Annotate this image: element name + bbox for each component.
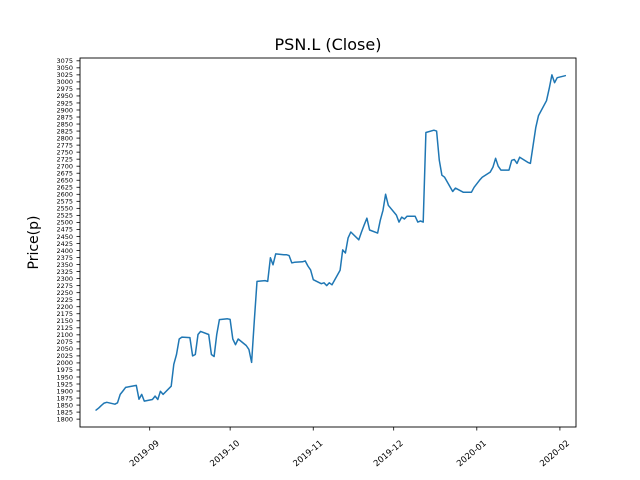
y-tick-label: 2950 bbox=[56, 92, 73, 100]
y-tick-label: 3000 bbox=[56, 78, 73, 86]
y-tick-label: 2200 bbox=[56, 303, 73, 311]
y-tick-label: 2800 bbox=[56, 134, 73, 142]
x-tick-label: 2020-01 bbox=[455, 439, 489, 469]
y-tick-label: 2025 bbox=[56, 352, 73, 360]
y-tick-label: 3075 bbox=[56, 57, 73, 65]
x-tick-label: 2019-11 bbox=[292, 439, 326, 469]
y-tick-label: 2500 bbox=[56, 219, 73, 227]
y-axis: 1800182518501875190019251950197520002025… bbox=[56, 57, 80, 423]
y-tick-label: 3025 bbox=[56, 71, 73, 79]
y-tick-label: 2550 bbox=[56, 205, 73, 213]
y-tick-label: 2900 bbox=[56, 106, 73, 114]
y-tick-label: 1800 bbox=[56, 415, 73, 423]
y-tick-label: 1825 bbox=[56, 408, 73, 416]
x-axis: 2019-09 2019-10 2019-11 2019-12 2020-01 2020-… bbox=[128, 427, 572, 469]
y-tick-label: 2725 bbox=[56, 155, 73, 163]
y-tick-label: 2150 bbox=[56, 317, 73, 325]
price-line-group bbox=[95, 74, 567, 411]
y-tick-label: 2575 bbox=[56, 198, 73, 206]
y-tick-label: 2475 bbox=[56, 226, 73, 234]
y-tick-label: 1950 bbox=[56, 373, 73, 381]
chart-title: PSN.L (Close) bbox=[275, 35, 382, 54]
y-tick-label: 2775 bbox=[56, 141, 73, 149]
y-tick-label: 2075 bbox=[56, 338, 73, 346]
y-tick-label: 2175 bbox=[56, 310, 73, 318]
y-tick-label: 1925 bbox=[56, 380, 73, 388]
y-tick-label: 2650 bbox=[56, 177, 73, 185]
y-axis-label: Price(p) bbox=[26, 216, 42, 270]
y-tick-label: 2400 bbox=[56, 247, 73, 255]
y-tick-label: 2875 bbox=[56, 113, 73, 121]
y-tick-label: 2850 bbox=[56, 120, 73, 128]
plot-border bbox=[79, 57, 577, 428]
y-tick-label: 2350 bbox=[56, 261, 73, 269]
y-tick-label: 3050 bbox=[56, 64, 73, 72]
y-tick-label: 2675 bbox=[56, 170, 73, 178]
y-tick-label: 2625 bbox=[56, 184, 73, 192]
y-tick-label: 2425 bbox=[56, 240, 73, 248]
x-tick-label: 2019-10 bbox=[208, 439, 242, 469]
x-tick-label: 2019-12 bbox=[372, 439, 406, 469]
y-tick-label: 2125 bbox=[56, 324, 73, 332]
y-tick-label: 2050 bbox=[56, 345, 73, 353]
y-tick-label: 2750 bbox=[56, 148, 73, 156]
y-tick-label: 2100 bbox=[56, 331, 73, 339]
x-tick-label: 2019-09 bbox=[128, 439, 162, 469]
y-tick-label: 2250 bbox=[56, 289, 73, 297]
y-tick-label: 2925 bbox=[56, 99, 73, 107]
y-tick-label: 2975 bbox=[56, 85, 73, 93]
y-tick-label: 2300 bbox=[56, 275, 73, 283]
y-tick-label: 2325 bbox=[56, 268, 73, 276]
y-tick-label: 1900 bbox=[56, 387, 73, 395]
y-tick-label: 1850 bbox=[56, 401, 73, 409]
y-tick-label: 1975 bbox=[56, 366, 73, 374]
y-tick-label: 2225 bbox=[56, 296, 73, 304]
y-tick-label: 2525 bbox=[56, 212, 73, 220]
y-tick-label: 1875 bbox=[56, 394, 73, 402]
y-tick-label: 2825 bbox=[56, 127, 73, 135]
y-tick-label: 2275 bbox=[56, 282, 73, 290]
x-tick-label: 2020-02 bbox=[538, 439, 572, 469]
y-tick-label: 2600 bbox=[56, 191, 73, 199]
y-tick-label: 2000 bbox=[56, 359, 73, 367]
y-tick-label: 2450 bbox=[56, 233, 73, 241]
plot-area bbox=[80, 58, 576, 427]
y-tick-label: 2700 bbox=[56, 162, 73, 170]
price-line bbox=[95, 74, 567, 411]
y-tick-label: 2375 bbox=[56, 254, 73, 262]
